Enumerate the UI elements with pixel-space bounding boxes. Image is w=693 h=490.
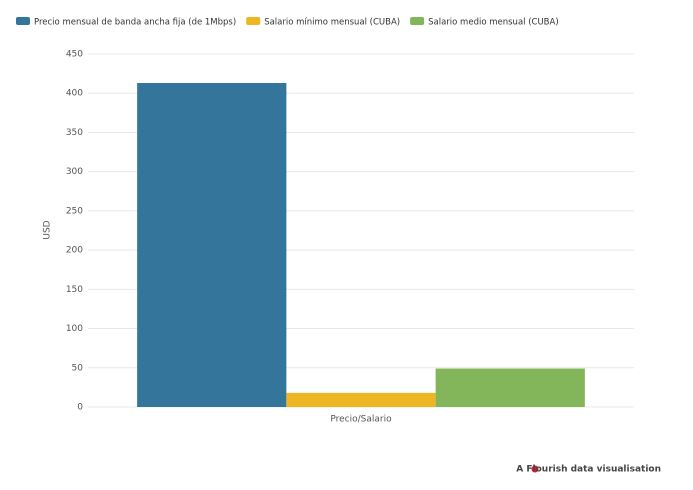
y-tick-label: 300 (66, 167, 83, 177)
y-tick-label: 150 (66, 285, 83, 295)
legend-swatch (410, 17, 425, 25)
bar (286, 392, 436, 407)
legend-swatch (246, 17, 261, 25)
y-tick-label: 350 (66, 128, 83, 138)
legend-label: Salario medio mensual (CUBA) (428, 18, 559, 28)
y-tick-label: 0 (77, 403, 83, 413)
bar (137, 83, 287, 407)
flourish-logo (531, 465, 539, 473)
bar (435, 368, 585, 407)
legend-swatch (16, 17, 30, 25)
y-tick-label: 200 (66, 246, 83, 256)
y-tick-label: 400 (66, 89, 83, 99)
y-tick-label: 450 (66, 50, 83, 60)
y-axis-label: USD (43, 220, 53, 239)
y-tick-label: 50 (72, 363, 84, 373)
y-tick-label: 250 (66, 206, 83, 216)
legend-label: Precio mensual de banda ancha fija (de 1… (34, 18, 236, 28)
x-tick-label: Precio/Salario (330, 415, 392, 425)
y-tick-label: 100 (66, 324, 83, 334)
legend-label: Salario mínimo mensual (CUBA) (264, 18, 400, 28)
footer[interactable]: A Flourish data visualisation (516, 465, 661, 475)
